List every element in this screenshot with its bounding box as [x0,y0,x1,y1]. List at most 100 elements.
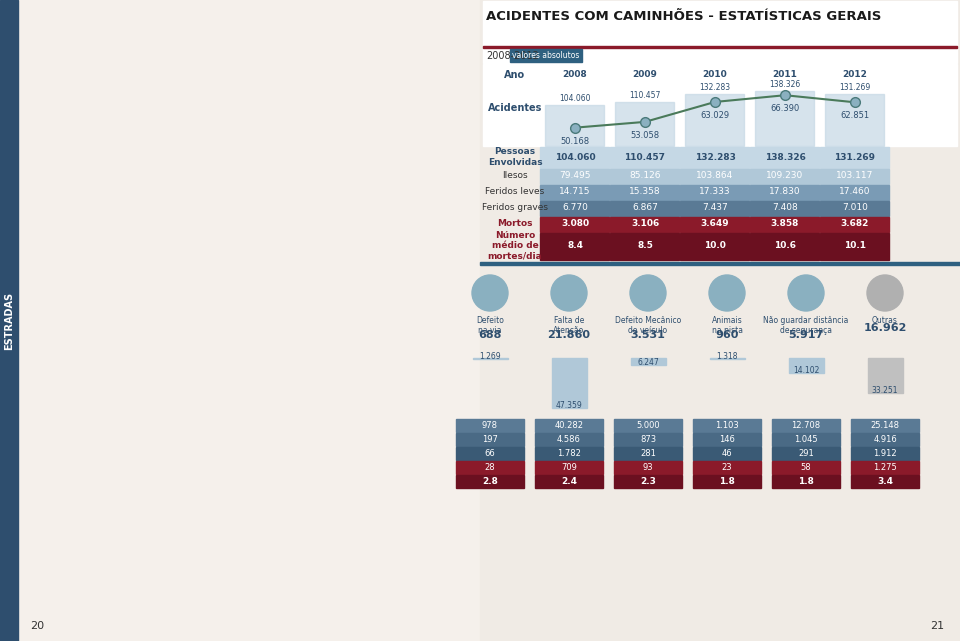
Bar [610,185,679,200]
Text: 132.283: 132.283 [699,83,730,92]
Text: 6.770: 6.770 [562,203,588,213]
Text: 17.460: 17.460 [839,188,871,197]
Bar [535,475,603,488]
Bar [693,433,761,446]
Circle shape [630,275,666,311]
Text: 1.275: 1.275 [874,463,897,472]
Text: Defeito
na via: Defeito na via [476,316,504,335]
Bar [750,233,819,260]
Text: 63.029: 63.029 [701,111,730,120]
Bar [825,94,884,146]
Circle shape [551,275,587,311]
Text: 16.962: 16.962 [863,323,906,333]
Text: 110.457: 110.457 [629,92,660,101]
Text: 62.851: 62.851 [840,112,870,121]
Text: 58: 58 [801,463,811,472]
Text: 3.080: 3.080 [561,219,589,228]
Text: 53.058: 53.058 [631,131,660,140]
Bar [680,217,749,232]
Text: 21.860: 21.860 [547,330,590,340]
Text: 2010: 2010 [703,70,728,79]
Text: 15.358: 15.358 [629,188,660,197]
Text: 7.408: 7.408 [772,203,798,213]
Bar [540,185,609,200]
Bar [772,447,840,460]
Text: 709: 709 [561,463,577,472]
Text: Feridos graves: Feridos graves [482,203,548,213]
Bar [540,201,609,216]
Bar [456,461,524,474]
Text: 2009: 2009 [633,70,658,79]
Bar [483,48,957,63]
Bar [772,475,840,488]
Text: 10.1: 10.1 [844,242,866,251]
Text: 3.106: 3.106 [631,219,660,228]
Text: 8.4: 8.4 [567,242,583,251]
Bar [750,201,819,216]
Circle shape [472,275,508,311]
Text: 21: 21 [930,621,944,631]
Bar [456,433,524,446]
Text: 7.437: 7.437 [702,203,728,213]
Bar [772,461,840,474]
Bar [680,169,749,184]
Text: 1.103: 1.103 [715,420,739,429]
Text: 281: 281 [640,449,656,458]
Text: 10.0: 10.0 [704,242,726,251]
Text: 50.168: 50.168 [561,137,589,146]
Bar [483,46,957,48]
Text: 2008-2012: 2008-2012 [486,51,539,61]
Bar [693,419,761,432]
Bar [772,433,840,446]
Bar [483,1,957,46]
Text: Falta de
Atenção: Falta de Atenção [553,316,585,335]
Text: 3.858: 3.858 [771,219,799,228]
Text: 6.867: 6.867 [632,203,658,213]
Text: 688: 688 [478,330,502,340]
Bar [851,461,919,474]
Text: 40.282: 40.282 [555,420,584,429]
Text: 66.390: 66.390 [770,104,800,113]
Text: 3.682: 3.682 [841,219,869,228]
Bar [851,447,919,460]
Text: 47.359: 47.359 [556,401,583,410]
Text: 110.457: 110.457 [625,153,665,162]
Bar [820,185,889,200]
Text: 2008: 2008 [563,70,588,79]
Text: 1.269: 1.269 [479,353,501,362]
Bar [788,358,824,373]
Text: 131.269: 131.269 [839,83,870,92]
Bar [680,185,749,200]
Text: ESTRADAS: ESTRADAS [4,292,14,350]
Text: Pessoas
Envolvidas: Pessoas Envolvidas [488,147,542,167]
Text: Animais
na pista: Animais na pista [711,316,742,335]
Text: 109.230: 109.230 [766,172,804,181]
Bar [693,461,761,474]
Bar [820,201,889,216]
Text: 3.531: 3.531 [631,330,665,340]
Text: 12.708: 12.708 [791,420,821,429]
Bar [631,358,665,365]
Text: 2.8: 2.8 [482,477,498,486]
Bar [535,419,603,432]
Text: 2.4: 2.4 [561,477,577,486]
Text: Número
médio de
mortes/dia: Número médio de mortes/dia [488,231,542,261]
Text: 28: 28 [485,463,495,472]
Text: 33.251: 33.251 [872,386,899,395]
Text: ACIDENTES COM CAMINHÕES - ESTATÍSTICAS GERAIS: ACIDENTES COM CAMINHÕES - ESTATÍSTICAS G… [486,10,881,22]
Text: 7.010: 7.010 [842,203,868,213]
Text: 25.148: 25.148 [871,420,900,429]
Text: 1.8: 1.8 [798,477,814,486]
Bar [614,461,682,474]
Bar [610,169,679,184]
Text: 46: 46 [722,449,732,458]
Text: 79.495: 79.495 [560,172,590,181]
Text: 873: 873 [640,435,656,444]
Text: 85.126: 85.126 [629,172,660,181]
Bar [610,233,679,260]
Text: 4.586: 4.586 [557,435,581,444]
Bar [685,94,744,146]
Bar [851,419,919,432]
Text: 2012: 2012 [843,70,868,79]
Text: 4.916: 4.916 [874,435,897,444]
